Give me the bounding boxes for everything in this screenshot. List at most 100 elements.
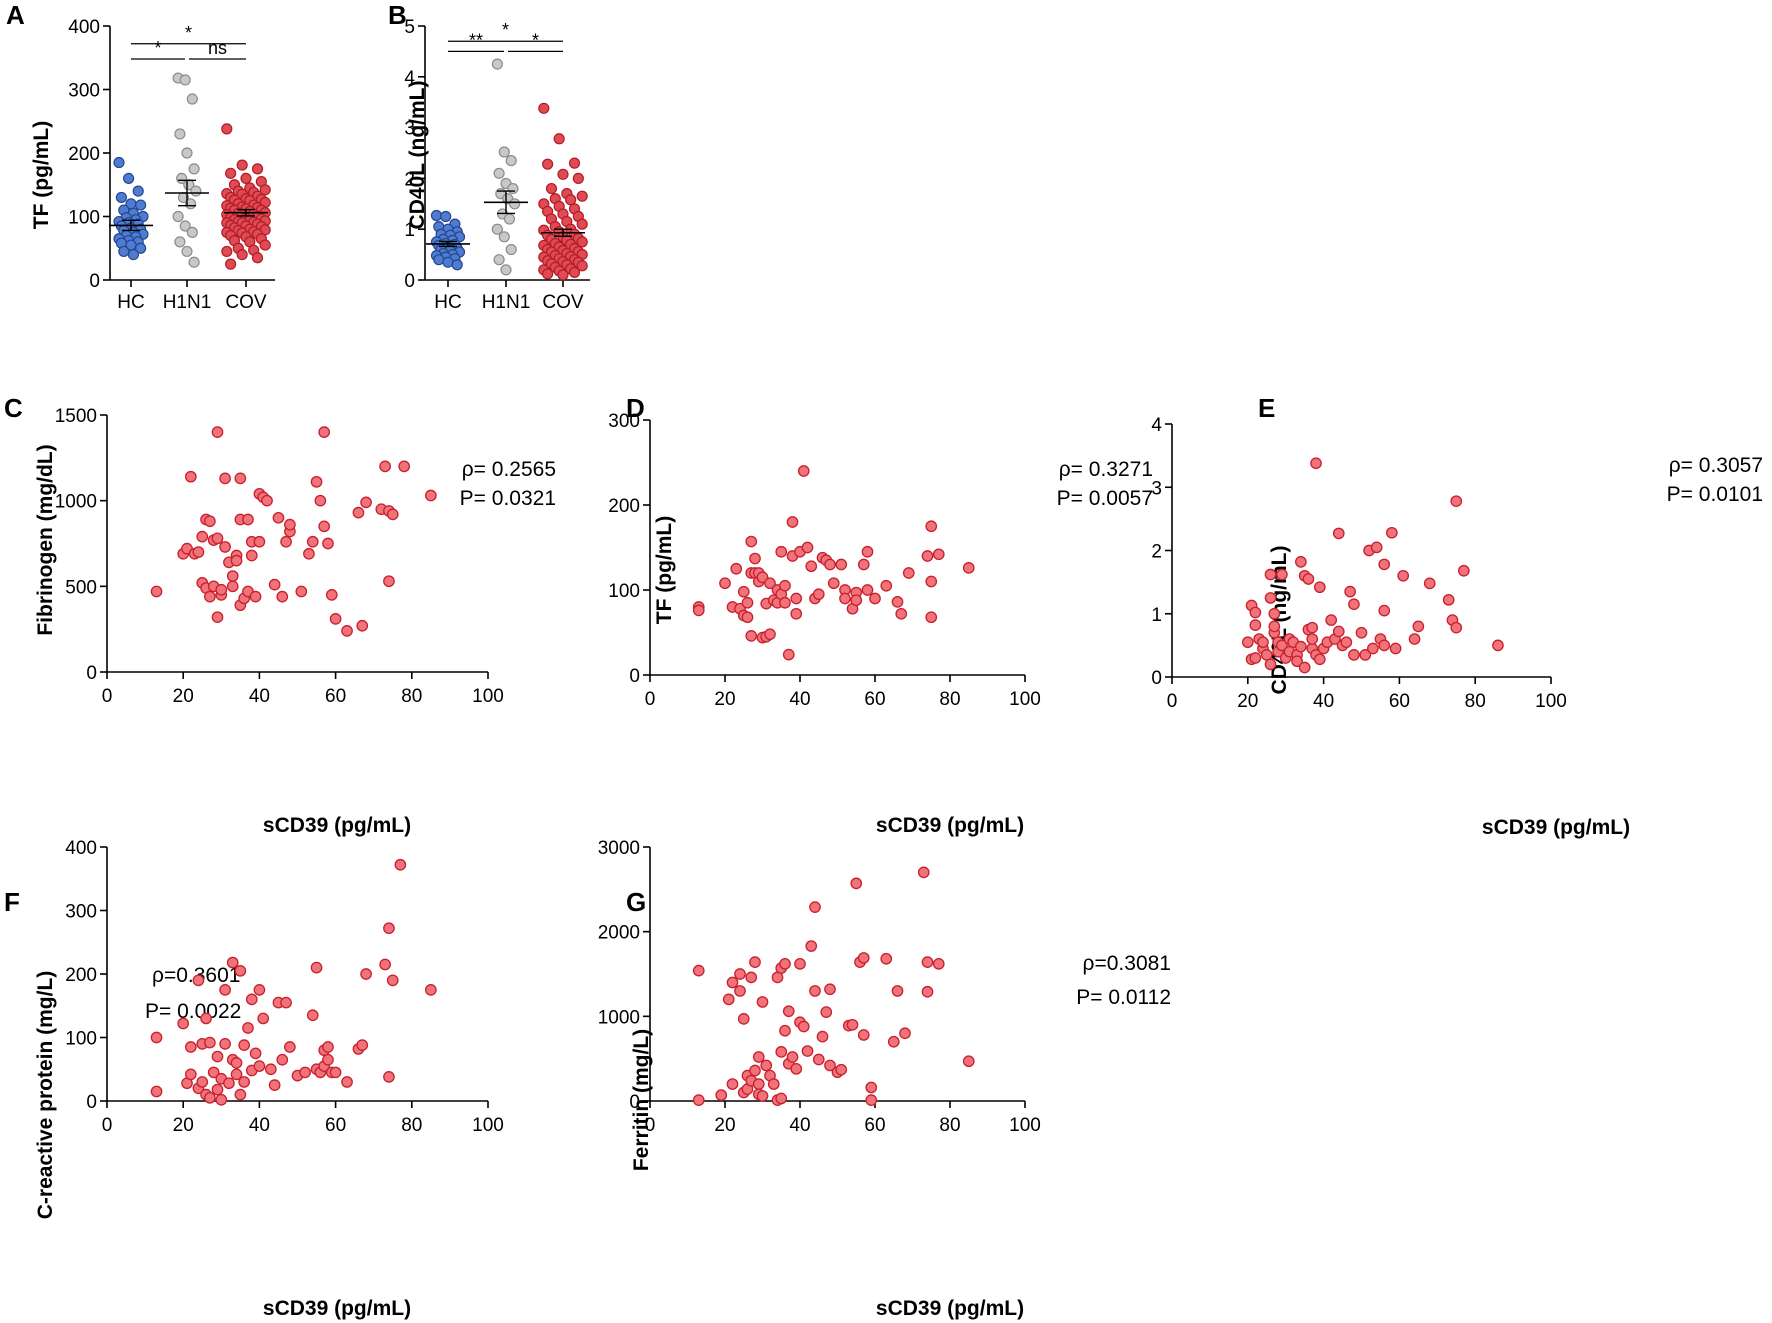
panel-a-ylabel: TF (pg/mL)	[30, 121, 53, 229]
data-point	[925, 575, 938, 588]
data-point-cov	[225, 167, 237, 179]
data-point	[318, 520, 331, 533]
data-point	[184, 1068, 197, 1081]
data-point-h1n1	[491, 58, 503, 70]
data-point	[261, 494, 273, 507]
panel-a-ytick-label: 300	[68, 81, 100, 102]
panel-c-xtick-label: 40	[249, 686, 270, 707]
data-point-h1n1	[493, 167, 505, 179]
data-point	[211, 1083, 224, 1096]
data-point	[234, 1088, 247, 1101]
data-point	[887, 1035, 900, 1048]
panel-a-ytick-label: 100	[68, 208, 100, 229]
panel-a-category-label: H1N1	[163, 292, 212, 313]
panel-e-ytick-label: 2	[1151, 542, 1162, 563]
panel-f-xtick-label: 40	[249, 1115, 270, 1136]
panel-c-ytick-label: 0	[86, 663, 97, 684]
data-point-hc	[135, 242, 147, 254]
panel-g-ytick-label: 0	[629, 1092, 640, 1113]
data-point-cov	[576, 190, 588, 202]
data-point	[1268, 607, 1281, 620]
panel-e-ytick-label: 3	[1151, 478, 1162, 499]
data-point	[184, 1041, 197, 1053]
data-point	[801, 1045, 814, 1057]
panel-g-xtick-label: 100	[1009, 1115, 1041, 1136]
data-point-h1n1	[493, 254, 505, 266]
data-point-hc	[135, 199, 147, 211]
data-point	[386, 974, 399, 987]
panel-f: F C-reactive protein (mg/L) sCD39 (pg/mL…	[4, 838, 504, 1320]
data-point-h1n1	[491, 223, 503, 235]
data-point	[379, 958, 391, 971]
panel-label-e: E	[1258, 393, 1275, 423]
data-point	[775, 1046, 788, 1058]
data-point	[211, 532, 224, 545]
panel-f-plot: 0 100 200 300 400 0 20 40 60 80 100	[65, 838, 504, 1136]
panel-f-ytick-label: 0	[86, 1092, 97, 1113]
data-point-cov	[576, 236, 588, 248]
panel-f-xtick-label: 60	[325, 1115, 346, 1136]
panel-g-rho: ρ=0.3081	[1083, 952, 1171, 975]
data-point	[314, 494, 327, 507]
panel-d-xtick-label: 40	[789, 689, 810, 710]
data-point	[177, 1017, 190, 1030]
data-point	[857, 952, 870, 964]
panel-e-ytick-label: 4	[1151, 415, 1162, 436]
data-point	[211, 1050, 224, 1063]
panel-b-ytick-label: 2	[404, 169, 415, 190]
data-point	[322, 1053, 334, 1066]
data-point	[310, 475, 323, 488]
data-point	[692, 964, 705, 977]
data-point	[1264, 592, 1277, 604]
data-point	[790, 1062, 803, 1075]
data-point	[379, 460, 391, 473]
data-point	[921, 550, 934, 562]
data-point	[962, 1055, 975, 1068]
data-point-h1n1	[509, 198, 521, 210]
data-point-h1n1	[503, 213, 516, 225]
data-point	[861, 545, 874, 558]
panel-c-ytick-label: 1000	[55, 492, 97, 513]
data-point	[238, 1076, 251, 1088]
data-point	[253, 1060, 266, 1072]
data-point	[1389, 642, 1402, 655]
data-point	[730, 562, 743, 575]
data-point	[745, 630, 758, 642]
data-point-cov	[259, 239, 271, 251]
data-point-h1n1	[172, 210, 184, 223]
data-point	[341, 625, 353, 637]
data-point	[1340, 636, 1353, 649]
data-point	[775, 1092, 788, 1105]
data-point	[1295, 556, 1307, 568]
data-point	[215, 1093, 228, 1106]
data-point	[1344, 585, 1356, 598]
data-point	[1450, 495, 1463, 508]
panel-e-xtick-label: 80	[1465, 691, 1486, 712]
data-point	[299, 1066, 311, 1079]
panel-b-ylabel: CD40L (ng/mL)	[406, 81, 429, 230]
data-point	[1397, 569, 1410, 582]
panel-d-p: P= 0.0057	[1057, 487, 1153, 510]
data-point	[1249, 652, 1262, 664]
panel-c-ytick-label: 500	[65, 577, 97, 598]
panel-g-xtick-label: 80	[939, 1115, 960, 1136]
data-point	[1276, 568, 1288, 581]
data-point	[756, 571, 769, 584]
panel-label-a: A	[6, 0, 25, 30]
data-point-h1n1	[507, 182, 519, 195]
data-point-h1n1	[188, 163, 200, 175]
panel-a-ytick-label: 400	[68, 17, 100, 38]
panel-e-xtick-label: 20	[1237, 691, 1258, 712]
data-point	[303, 547, 315, 560]
panel-c-xtick-label: 0	[102, 686, 113, 707]
significance-label: *	[154, 38, 161, 58]
data-point-cov	[538, 102, 550, 114]
data-point-cov	[572, 172, 584, 184]
data-point-cov	[240, 172, 252, 184]
data-point-cov	[236, 159, 248, 171]
data-point	[839, 592, 851, 605]
data-point	[1442, 593, 1455, 606]
data-point	[1306, 621, 1319, 634]
data-point-cov	[545, 182, 558, 195]
